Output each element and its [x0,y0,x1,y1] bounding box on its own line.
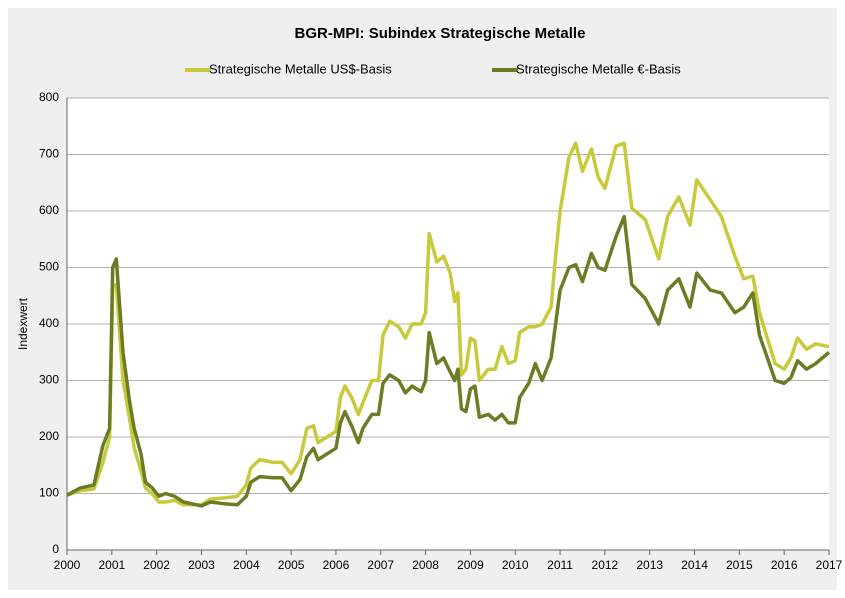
x-tick-label: 2002 [143,558,170,572]
x-tick-label: 2014 [681,558,708,572]
x-tick-label: 2015 [726,558,753,572]
legend-label: Strategische Metalle US$-Basis [209,61,392,76]
x-tick-label: 2003 [188,558,215,572]
y-tick-label: 200 [39,429,59,443]
x-tick-label: 2017 [816,558,843,572]
x-tick-label: 2004 [233,558,260,572]
x-tick-label: 2013 [636,558,663,572]
x-tick-label: 2011 [547,558,573,572]
x-tick-label: 2000 [54,558,81,572]
legend-label: Strategische Metalle €-Basis [516,61,681,76]
y-tick-label: 500 [39,260,59,274]
data-line [66,141,830,507]
y-axis-label: Indexwert [16,297,30,350]
chart-title: BGR-MPI: Subindex Strategische Metalle [295,25,586,42]
y-tick-label: 400 [39,316,59,330]
y-tick-label: 700 [39,147,59,161]
x-tick-label: 2008 [412,558,439,572]
x-tick-label: 2001 [98,558,125,572]
y-tick-label: 300 [39,373,59,387]
x-tick-label: 2012 [592,558,619,572]
y-tick-label: 800 [39,90,59,104]
x-tick-label: 2016 [771,558,798,572]
x-tick-label: 2007 [367,558,394,572]
y-tick-label: 100 [39,486,59,500]
x-tick-label: 2005 [278,558,305,572]
y-tick-label: 0 [52,542,59,556]
x-tick-label: 2006 [323,558,350,572]
data-line [66,214,831,508]
y-tick-label: 600 [39,203,59,217]
x-tick-label: 2010 [502,558,529,572]
x-tick-label: 2009 [457,558,484,572]
